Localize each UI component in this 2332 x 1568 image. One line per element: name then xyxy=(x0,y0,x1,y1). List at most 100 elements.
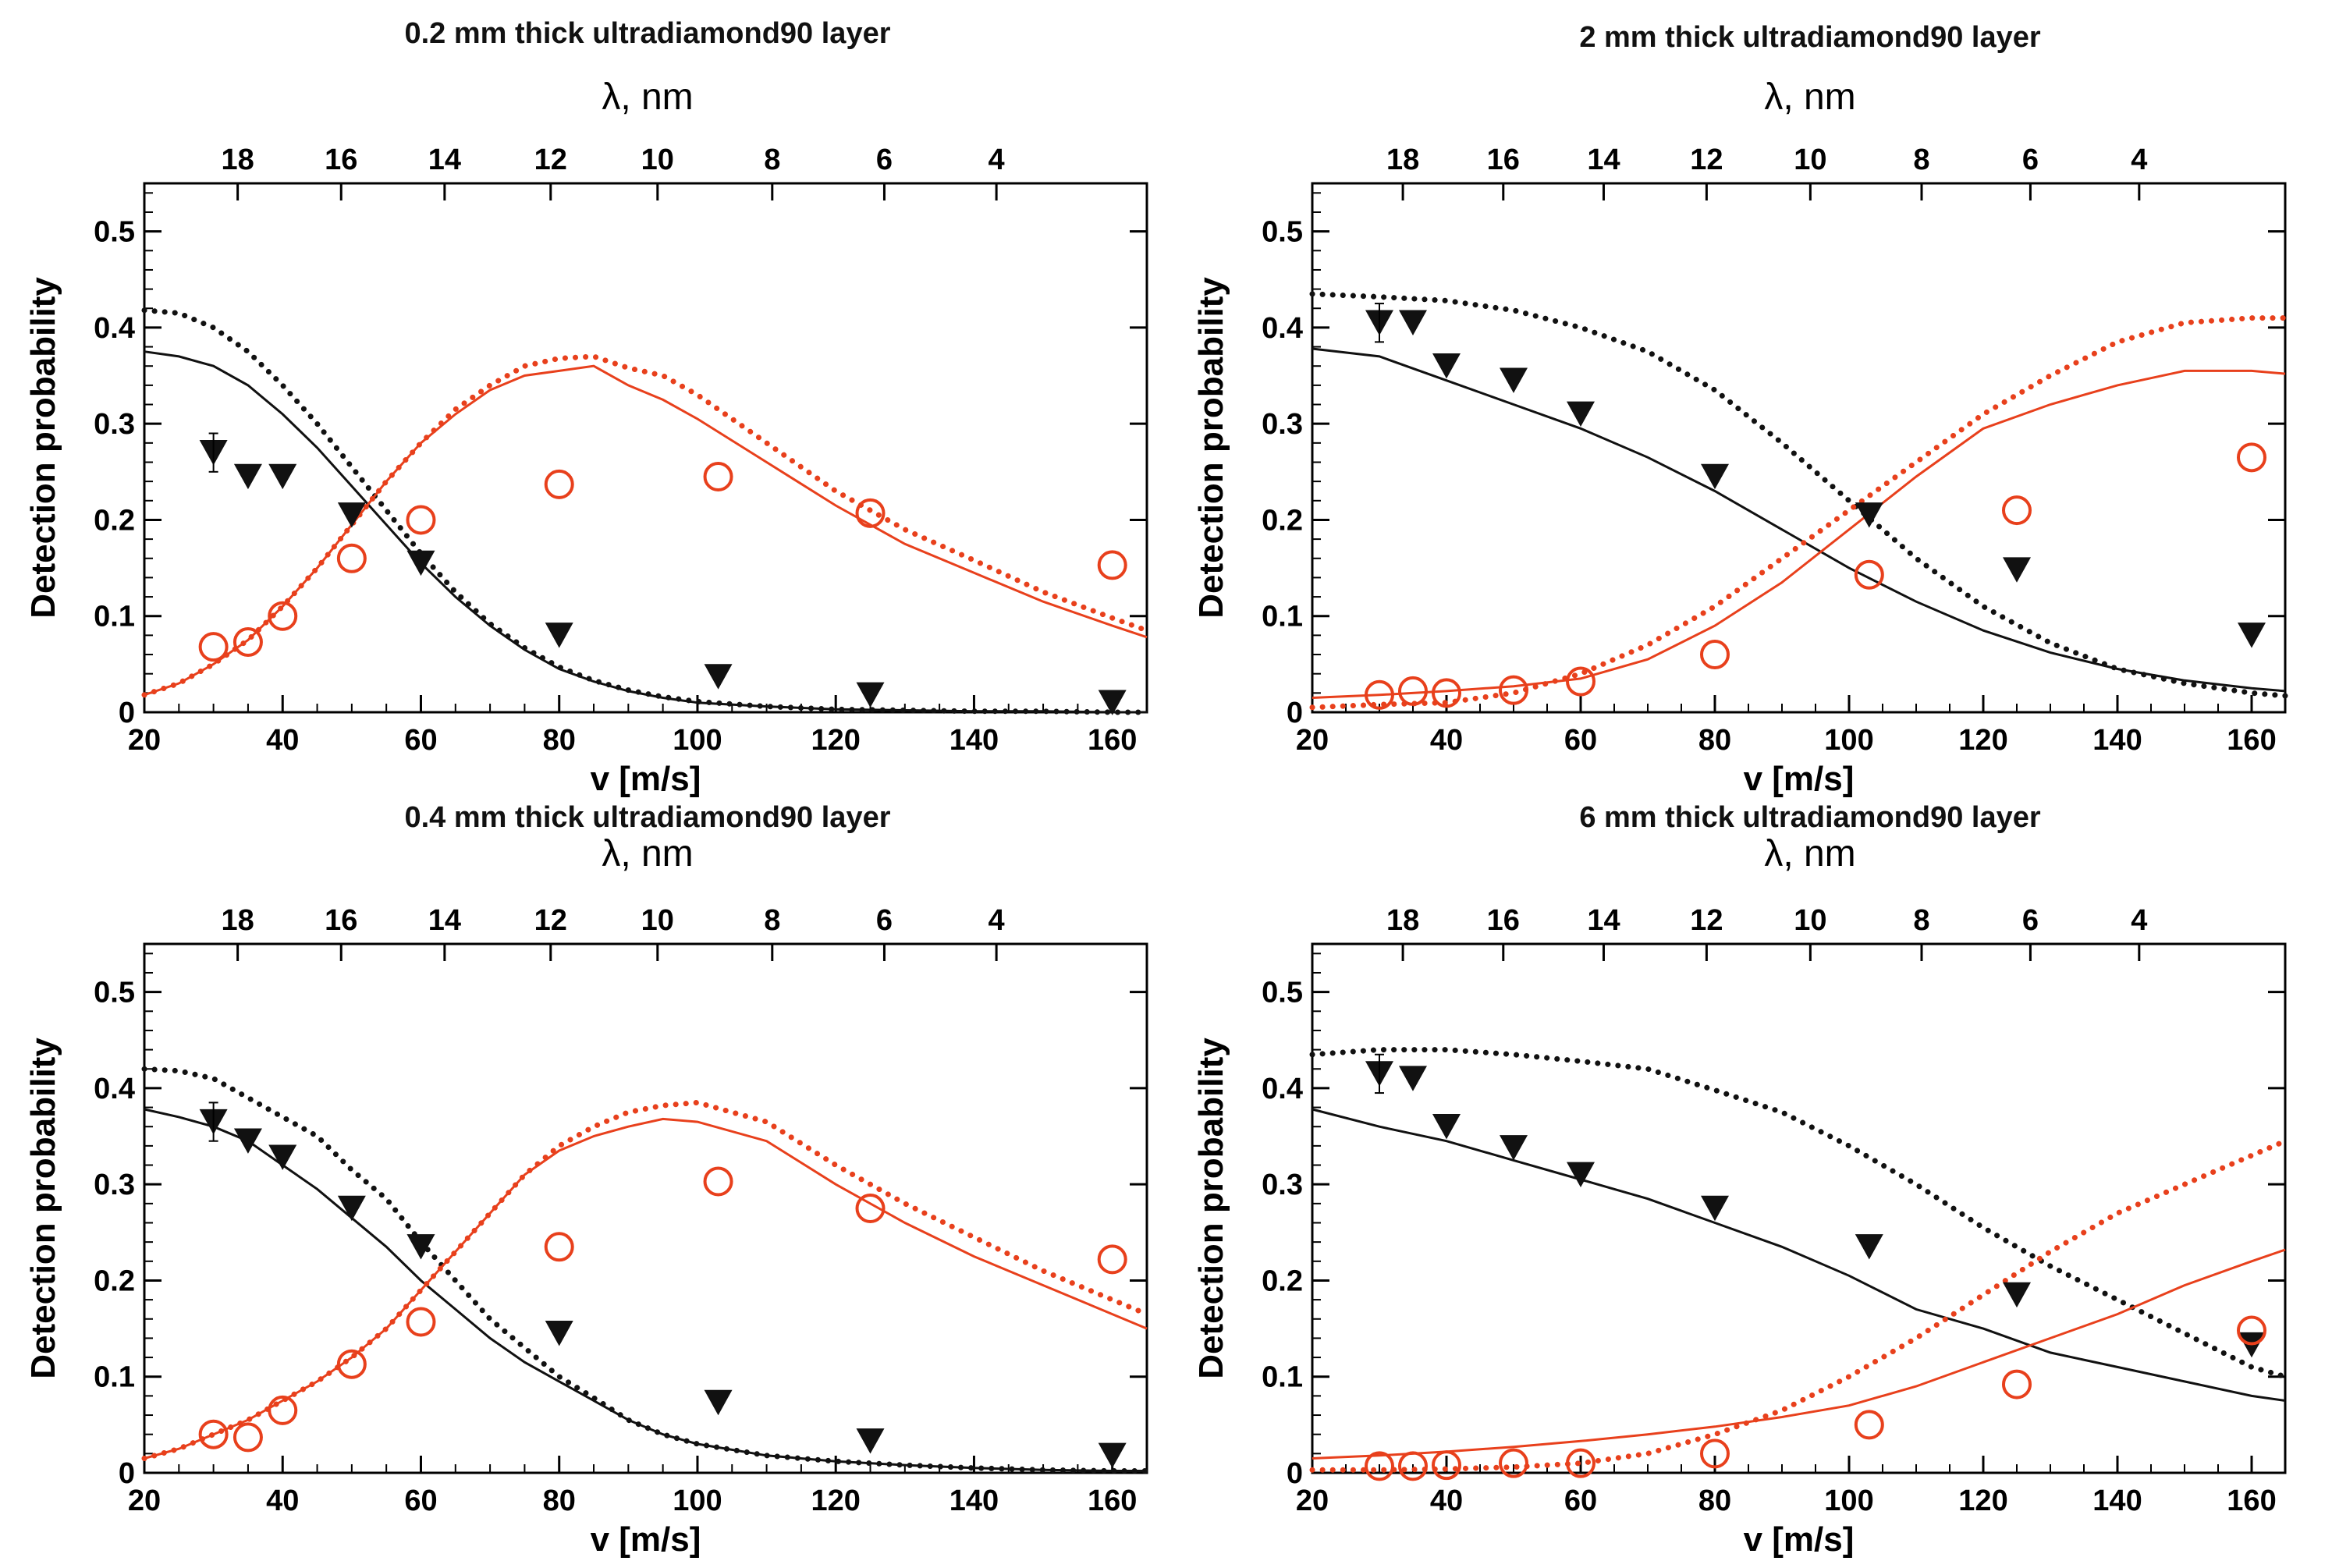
marker-circle xyxy=(2002,495,2032,526)
top-tick-label: 6 xyxy=(2022,904,2039,937)
x-tick-label: 40 xyxy=(266,1485,299,1517)
marker-triangle xyxy=(1567,401,1595,427)
marker-circle xyxy=(1432,678,1461,708)
x-tick-label: 60 xyxy=(1564,724,1597,757)
marker-triangle xyxy=(1500,367,1528,393)
x-tick-label: 60 xyxy=(1564,1485,1597,1517)
marker-circle xyxy=(232,1422,263,1453)
marker-triangle xyxy=(1567,1162,1595,1188)
series-line-black-dotted xyxy=(141,307,1150,715)
marker-circle xyxy=(2237,1315,2266,1346)
marker-circle xyxy=(1365,1451,1394,1481)
top-tick-label: 10 xyxy=(1794,144,1826,176)
marker-triangle xyxy=(545,1321,573,1346)
y-tick-label: 0.4 xyxy=(94,1073,135,1105)
x-tick-label: 140 xyxy=(949,1485,999,1517)
top-axis-label: λ, nm xyxy=(1764,833,1855,874)
y-tick-label: 0.2 xyxy=(1262,504,1303,537)
top-tick-label: 16 xyxy=(325,144,357,176)
plot-frame xyxy=(143,182,1148,714)
marker-circle xyxy=(336,543,367,573)
y-tick-label: 0.5 xyxy=(1262,977,1303,1009)
x-tick-label: 60 xyxy=(404,1485,437,1517)
chart-panel-1: 0.2 mm thick ultradiamond90 layer λ, nm 0 0… xyxy=(24,17,1150,798)
marker-circle xyxy=(1365,679,1394,710)
top-tick-label: 18 xyxy=(221,904,254,937)
marker-triangle xyxy=(268,463,297,490)
x-tick-label: 100 xyxy=(1824,1485,1873,1517)
x-tick-label: 120 xyxy=(1958,724,2007,757)
marker-triangle xyxy=(1500,1135,1528,1161)
y-tick-label: 0.5 xyxy=(1262,216,1303,249)
marker-circle xyxy=(855,498,886,528)
marker-triangle xyxy=(856,682,885,708)
y-axis-label: Detection probability xyxy=(24,1038,62,1379)
x-tick-label: 60 xyxy=(404,724,437,757)
y-tick-label: 0.1 xyxy=(94,601,135,633)
y-axis-label: Detection probability xyxy=(1192,1038,1230,1379)
series-line-red-solid xyxy=(1312,369,2286,699)
x-tick-label: 160 xyxy=(2227,724,2276,757)
plot-frame xyxy=(143,942,1148,1474)
marker-circle xyxy=(1097,1244,1127,1275)
top-tick-label: 12 xyxy=(1690,144,1723,176)
marker-circle xyxy=(1398,1451,1428,1481)
x-axis-label: v [m/s] xyxy=(1744,760,1855,798)
x-axis-label: v [m/s] xyxy=(1744,1520,1855,1559)
x-tick-label: 120 xyxy=(811,1485,861,1517)
x-tick-label: 20 xyxy=(1296,1485,1329,1517)
x-tick-label: 20 xyxy=(128,1485,161,1517)
top-tick-label: 8 xyxy=(764,904,780,937)
chart-title: 0.4 mm thick ultradiamond90 layer xyxy=(404,801,890,834)
top-tick-label: 10 xyxy=(641,904,674,937)
marker-triangle xyxy=(1432,1114,1461,1140)
marker-triangle xyxy=(1855,1234,1883,1260)
series-line-red-solid xyxy=(1312,1248,2286,1460)
marker-triangle xyxy=(2003,1282,2031,1308)
marker-circle xyxy=(1854,1410,1884,1440)
marker-triangle xyxy=(406,550,435,576)
top-tick-label: 8 xyxy=(1913,904,1929,937)
top-tick-label: 4 xyxy=(989,904,1005,937)
top-tick-label: 6 xyxy=(2022,144,2039,176)
y-axis-label: Detection probability xyxy=(24,277,62,619)
marker-circle xyxy=(855,1194,886,1223)
top-axis-label: λ, nm xyxy=(602,833,693,874)
x-tick-label: 80 xyxy=(1698,724,1731,757)
series-line-black-dotted xyxy=(141,1066,1150,1474)
y-tick-label: 0.3 xyxy=(94,408,135,441)
top-tick-label: 12 xyxy=(534,904,567,937)
chart-title: 6 mm thick ultradiamond90 layer xyxy=(1579,801,2041,834)
top-tick-label: 8 xyxy=(764,144,780,176)
x-tick-label: 100 xyxy=(673,724,722,757)
marker-triangle xyxy=(337,1195,366,1222)
marker-triangle xyxy=(268,1144,297,1170)
series-line-black-solid xyxy=(1312,347,2286,693)
y-tick-label: 0.1 xyxy=(1262,1361,1303,1394)
y-tick-label: 0 xyxy=(1287,697,1303,729)
y-tick-label: 0.2 xyxy=(94,504,135,537)
x-tick-label: 140 xyxy=(949,724,999,757)
x-tick-label: 80 xyxy=(543,724,576,757)
series-line-red-dotted xyxy=(141,1099,1150,1461)
top-tick-label: 18 xyxy=(1386,144,1419,176)
top-tick-label: 4 xyxy=(2131,904,2147,937)
marker-circle xyxy=(544,1232,574,1262)
series-line-red-dotted xyxy=(1309,315,2288,711)
marker-triangle xyxy=(704,1389,733,1416)
series-line-black-dotted xyxy=(1309,1047,2288,1380)
x-axis-label: v [m/s] xyxy=(591,1520,701,1559)
y-tick-label: 0.5 xyxy=(94,216,135,249)
y-tick-label: 0.4 xyxy=(94,312,135,345)
top-tick-label: 14 xyxy=(1587,144,1620,176)
marker-circle xyxy=(1499,675,1528,705)
marker-triangle xyxy=(1399,1066,1427,1091)
top-tick-label: 16 xyxy=(325,904,357,937)
marker-triangle xyxy=(1855,502,1883,528)
x-tick-label: 20 xyxy=(128,724,161,757)
marker-circle xyxy=(2002,1369,2032,1399)
marker-triangle xyxy=(1701,463,1729,490)
top-tick-label: 6 xyxy=(876,904,893,937)
chart-title: 0.2 mm thick ultradiamond90 layer xyxy=(404,17,890,50)
